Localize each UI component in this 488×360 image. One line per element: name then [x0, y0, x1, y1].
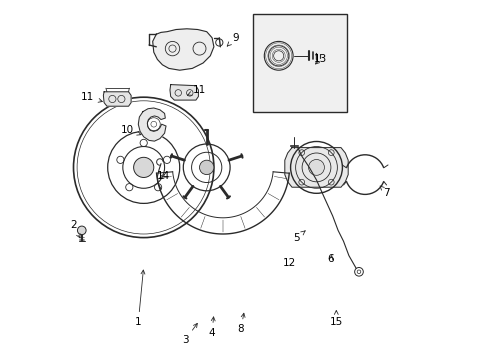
- Text: 11: 11: [187, 85, 206, 95]
- Polygon shape: [152, 29, 213, 70]
- Polygon shape: [284, 148, 347, 187]
- Circle shape: [133, 157, 153, 177]
- Bar: [253, 14, 346, 112]
- Text: 7: 7: [379, 186, 389, 198]
- Text: 4: 4: [208, 317, 215, 338]
- Circle shape: [77, 226, 86, 235]
- Text: 15: 15: [329, 311, 342, 327]
- Text: 12: 12: [282, 258, 296, 268]
- Text: 1: 1: [135, 270, 144, 327]
- Text: 11: 11: [81, 92, 102, 102]
- Text: 6: 6: [327, 254, 333, 264]
- Polygon shape: [170, 85, 198, 100]
- Text: 2: 2: [70, 220, 80, 238]
- Text: 3: 3: [182, 323, 197, 345]
- Text: 9: 9: [227, 33, 238, 46]
- Text: 10: 10: [121, 125, 141, 135]
- Text: 14: 14: [157, 171, 170, 181]
- Circle shape: [308, 159, 324, 175]
- Polygon shape: [138, 108, 166, 141]
- Polygon shape: [103, 92, 131, 106]
- Text: 8: 8: [237, 313, 244, 334]
- Circle shape: [199, 160, 213, 175]
- Text: 5: 5: [293, 231, 305, 243]
- Text: 13: 13: [313, 54, 326, 64]
